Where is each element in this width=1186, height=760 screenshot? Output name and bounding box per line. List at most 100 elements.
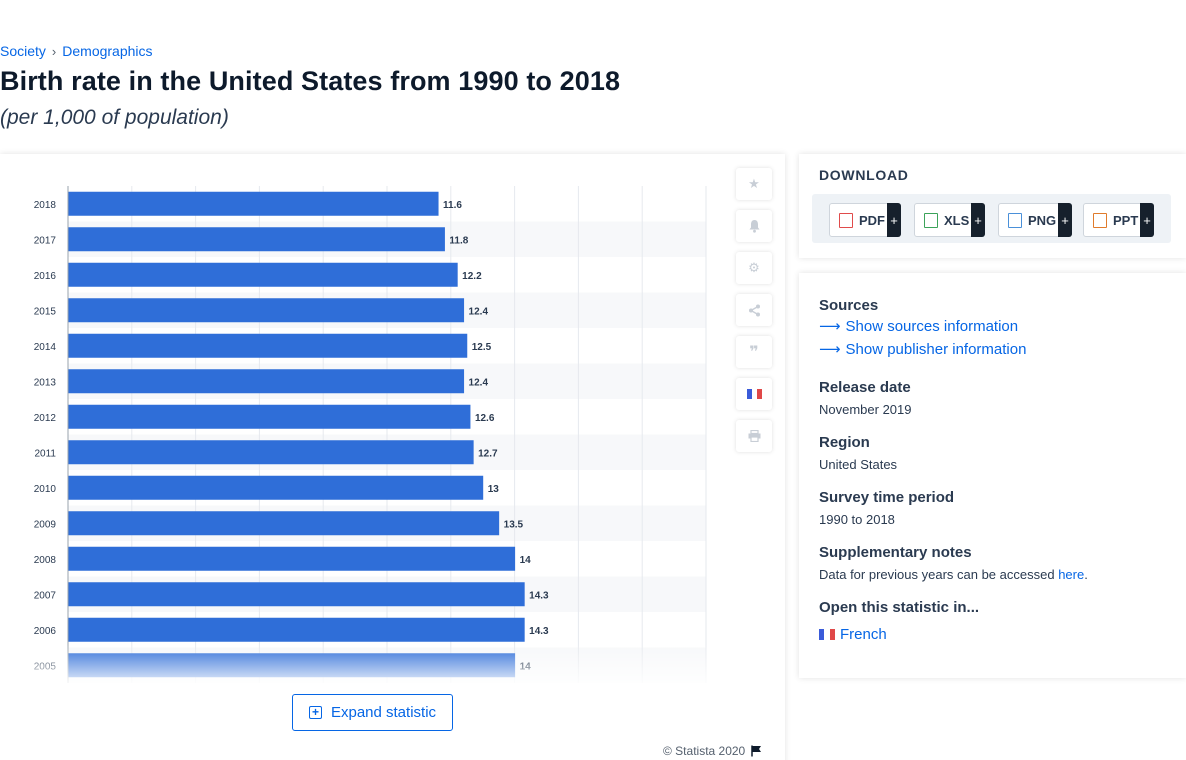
- bar-2007: [68, 582, 525, 607]
- share-button[interactable]: [736, 294, 772, 326]
- value-label-2014: 12.5: [472, 342, 492, 353]
- bar-2016: [68, 262, 458, 287]
- sources-heading: Sources: [819, 297, 879, 314]
- plus-square-icon: +: [308, 706, 322, 719]
- tick-label-2015: 2015: [34, 306, 57, 317]
- favorite-button[interactable]: ★: [736, 168, 772, 200]
- download-formats: PDF + XLS + PNG + PPT +: [812, 194, 1171, 243]
- release-heading: Release date: [819, 379, 911, 396]
- gear-icon: ⚙: [748, 260, 760, 275]
- value-label-2016: 12.2: [462, 271, 482, 282]
- settings-button[interactable]: ⚙: [736, 252, 772, 284]
- breadcrumb-separator: ›: [51, 43, 57, 59]
- bar-2017: [68, 227, 445, 252]
- notification-button[interactable]: [736, 210, 772, 242]
- bar-chart: 11.6 2018 11.8 2017 12.2 2016 12.4 2015 12.5 2014…: [34, 186, 707, 683]
- png-file-icon: [1008, 212, 1022, 228]
- download-card: DOWNLOAD PDF + XLS + PNG + PPT +: [799, 154, 1186, 258]
- download-pdf-plus[interactable]: +: [887, 203, 901, 237]
- survey-section: Survey time period 1990 to 2018: [819, 489, 954, 527]
- download-title: DOWNLOAD: [819, 167, 909, 183]
- bar-2009: [68, 511, 500, 536]
- expand-statistic-button[interactable]: + Expand statistic: [292, 694, 453, 731]
- value-label-2013: 12.4: [469, 377, 489, 388]
- open-french-label: French: [840, 626, 887, 643]
- survey-heading: Survey time period: [819, 489, 955, 506]
- bar-2014: [68, 333, 468, 358]
- value-label-2015: 12.4: [469, 306, 489, 317]
- value-label-2006: 14.3: [529, 626, 549, 637]
- notes-here-link[interactable]: here: [1058, 567, 1085, 582]
- bar-2012: [68, 404, 471, 429]
- french-version-button[interactable]: [736, 378, 772, 410]
- value-label-2010: 13: [488, 484, 500, 495]
- download-ppt-button[interactable]: PPT +: [1083, 203, 1154, 237]
- release-section: Release date November 2019: [819, 379, 912, 417]
- bar-2006: [68, 617, 525, 642]
- tick-label-2008: 2008: [34, 555, 57, 566]
- open-in-section: Open this statistic in... French: [819, 599, 979, 643]
- open-french-link[interactable]: French: [819, 626, 979, 643]
- value-label-2012: 12.6: [475, 413, 495, 424]
- download-png-plus[interactable]: +: [1058, 203, 1072, 237]
- download-png-button[interactable]: PNG +: [998, 203, 1072, 237]
- download-png-label: PNG: [1028, 212, 1057, 228]
- quote-icon: ❞: [749, 344, 759, 361]
- release-value: November 2019: [819, 402, 912, 417]
- bell-icon: [749, 220, 759, 233]
- value-label-2008: 14: [520, 555, 532, 566]
- bar-2018: [68, 191, 439, 216]
- arrow-right-icon: ⟶: [819, 318, 841, 335]
- breadcrumb-demographics[interactable]: Demographics: [62, 43, 153, 59]
- tick-label-2005: 2005: [34, 661, 57, 672]
- flag-report-icon[interactable]: [751, 745, 762, 757]
- bar-2008: [68, 546, 516, 571]
- show-publisher-link[interactable]: ⟶ Show publisher information: [819, 340, 1027, 359]
- tick-label-2011: 2011: [34, 448, 56, 459]
- tick-label-2017: 2017: [34, 235, 57, 246]
- survey-value: 1990 to 2018: [819, 512, 895, 527]
- value-label-2009: 13.5: [504, 519, 524, 530]
- cite-button[interactable]: ❞: [736, 336, 772, 368]
- download-xls-button[interactable]: XLS +: [914, 203, 985, 237]
- french-flag-icon: [819, 629, 835, 640]
- tick-label-2006: 2006: [34, 626, 57, 637]
- value-label-2005: 14: [520, 661, 532, 672]
- chart-toolbar: ★ ⚙ ❞: [736, 168, 772, 462]
- show-sources-label: Show sources information: [845, 317, 1019, 335]
- download-ppt-label: PPT: [1113, 212, 1139, 228]
- page-title: Birth rate in the United States from 199…: [0, 66, 621, 96]
- value-label-2018: 11.6: [443, 200, 462, 211]
- tick-label-2018: 2018: [34, 200, 57, 211]
- show-sources-link[interactable]: ⟶ Show sources information: [819, 317, 1026, 336]
- open-in-heading: Open this statistic in...: [819, 599, 980, 616]
- download-pdf-button[interactable]: PDF +: [829, 203, 901, 237]
- tick-label-2009: 2009: [34, 519, 57, 530]
- notes-value: Data for previous years can be accessed …: [819, 567, 1088, 582]
- download-ppt-plus[interactable]: +: [1140, 203, 1154, 237]
- notes-end: .: [1084, 567, 1088, 582]
- region-value: United States: [819, 457, 898, 472]
- bar-2015: [68, 298, 465, 323]
- bar-2005: [68, 653, 516, 678]
- french-flag-icon: [746, 389, 762, 399]
- download-xls-plus[interactable]: +: [971, 203, 985, 237]
- copyright-text: © Statista 2020: [663, 744, 746, 758]
- ppt-file-icon: [1093, 212, 1107, 228]
- bar-2010: [68, 475, 484, 500]
- tick-label-2012: 2012: [34, 413, 57, 424]
- value-label-2007: 14.3: [529, 590, 549, 601]
- tick-label-2010: 2010: [34, 484, 57, 495]
- region-heading: Region: [819, 434, 870, 451]
- download-pdf-label: PDF: [859, 212, 885, 228]
- bar-2011: [68, 440, 474, 465]
- show-publisher-label: Show publisher information: [845, 340, 1027, 358]
- expand-statistic-label: Expand statistic: [330, 704, 437, 721]
- star-icon: ★: [748, 176, 760, 191]
- sources-section: Sources ⟶ Show sources information ⟶ Sho…: [819, 297, 1026, 358]
- chart-card: 11.6 2018 11.8 2017 12.2 2016 12.4 2015 12.5 2014…: [0, 154, 785, 760]
- tick-label-2014: 2014: [34, 342, 57, 353]
- print-button[interactable]: [736, 420, 772, 452]
- breadcrumb: Society › Demographics: [0, 43, 153, 59]
- breadcrumb-society[interactable]: Society: [0, 43, 46, 59]
